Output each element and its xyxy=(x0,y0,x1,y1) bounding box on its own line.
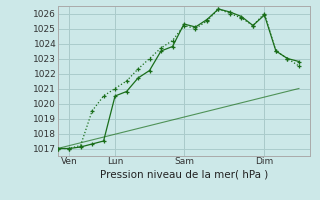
X-axis label: Pression niveau de la mer( hPa ): Pression niveau de la mer( hPa ) xyxy=(100,169,268,179)
